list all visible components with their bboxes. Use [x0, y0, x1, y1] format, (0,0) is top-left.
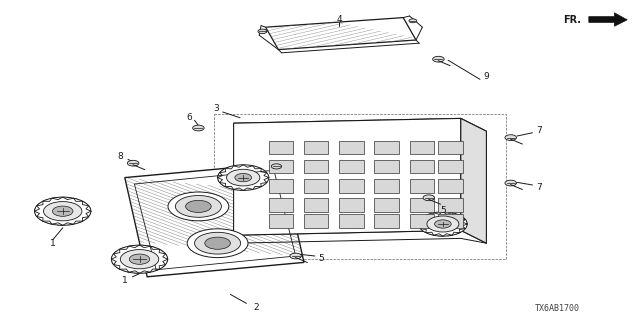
Text: 8: 8: [118, 152, 123, 161]
Text: 6: 6: [186, 113, 191, 122]
Text: 3: 3: [214, 104, 219, 113]
Text: 4: 4: [337, 15, 342, 24]
Bar: [374, 179, 399, 193]
Circle shape: [44, 202, 82, 221]
Circle shape: [258, 29, 267, 34]
Circle shape: [427, 216, 459, 232]
Text: 5: 5: [440, 206, 445, 215]
Bar: [304, 198, 328, 212]
Bar: [438, 198, 463, 212]
Text: 5: 5: [319, 254, 324, 263]
Circle shape: [227, 169, 260, 186]
Circle shape: [127, 160, 139, 166]
Circle shape: [52, 206, 73, 216]
Ellipse shape: [168, 192, 229, 221]
Bar: [374, 141, 399, 154]
Bar: [269, 141, 293, 154]
Bar: [374, 214, 399, 228]
Circle shape: [423, 195, 435, 201]
Bar: [410, 214, 434, 228]
Polygon shape: [266, 18, 416, 50]
Bar: [438, 179, 463, 193]
Bar: [339, 198, 364, 212]
Bar: [410, 179, 434, 193]
Circle shape: [129, 254, 150, 264]
Ellipse shape: [195, 232, 241, 254]
Bar: [269, 179, 293, 193]
Circle shape: [435, 220, 451, 228]
Ellipse shape: [188, 229, 248, 258]
Polygon shape: [266, 18, 416, 50]
Polygon shape: [461, 118, 486, 243]
Circle shape: [111, 245, 168, 273]
Bar: [339, 214, 364, 228]
Text: 2: 2: [253, 303, 259, 312]
Circle shape: [193, 125, 204, 131]
Circle shape: [433, 56, 444, 62]
Text: TX6AB1700: TX6AB1700: [534, 304, 579, 313]
Polygon shape: [125, 163, 304, 277]
Bar: [304, 179, 328, 193]
Bar: [339, 141, 364, 154]
Polygon shape: [589, 13, 627, 26]
Bar: [410, 141, 434, 154]
Circle shape: [120, 250, 159, 269]
Bar: [374, 198, 399, 212]
Text: 9: 9: [484, 72, 489, 81]
Bar: [438, 214, 463, 228]
Bar: [339, 179, 364, 193]
Circle shape: [271, 164, 282, 169]
Circle shape: [505, 180, 516, 186]
Bar: [269, 214, 293, 228]
Text: 7: 7: [537, 183, 542, 192]
Bar: [410, 160, 434, 173]
Bar: [269, 198, 293, 212]
Text: 1: 1: [51, 239, 56, 248]
Polygon shape: [125, 163, 304, 277]
Polygon shape: [234, 118, 486, 136]
Bar: [339, 160, 364, 173]
Circle shape: [505, 135, 516, 140]
Ellipse shape: [205, 237, 230, 249]
Bar: [438, 160, 463, 173]
Text: 1: 1: [122, 276, 127, 285]
Circle shape: [419, 212, 467, 236]
Bar: [304, 214, 328, 228]
Polygon shape: [461, 118, 486, 243]
Text: FR.: FR.: [563, 15, 581, 25]
Bar: [410, 198, 434, 212]
Polygon shape: [234, 118, 461, 235]
Bar: [304, 141, 328, 154]
Bar: [374, 160, 399, 173]
Bar: [269, 160, 293, 173]
Ellipse shape: [175, 196, 221, 217]
Circle shape: [235, 173, 252, 182]
Circle shape: [218, 165, 269, 190]
Circle shape: [290, 253, 301, 259]
Circle shape: [35, 197, 91, 225]
Circle shape: [409, 19, 417, 23]
Bar: [304, 160, 328, 173]
Bar: [438, 141, 463, 154]
Text: 7: 7: [537, 126, 542, 135]
Ellipse shape: [186, 200, 211, 212]
